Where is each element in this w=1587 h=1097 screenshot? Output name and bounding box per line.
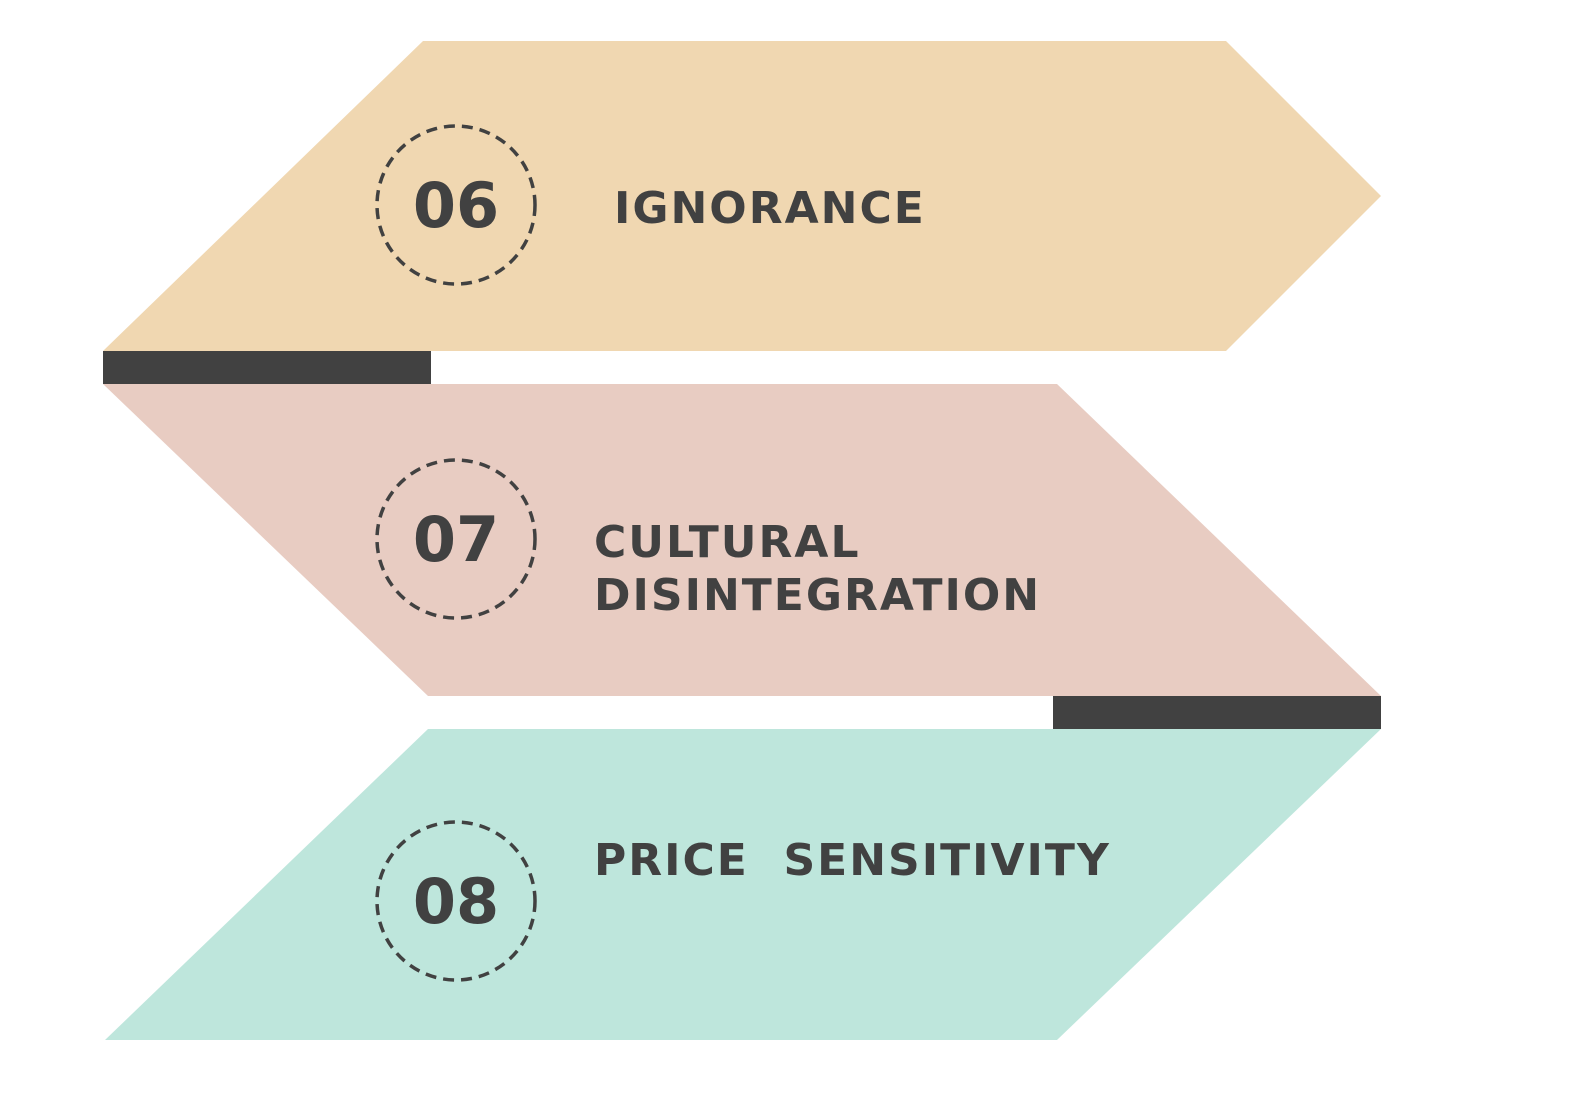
step-07-number: 07 [413,503,499,576]
step-06-number-ring [375,124,537,286]
step-07: 07 CULTURAL DISINTEGRATION [103,384,1381,696]
connector-right [1053,696,1381,729]
step-06-banner [103,41,1381,351]
step-06-number: 06 [413,169,499,242]
step-06-label: IGNORANCE [614,183,926,234]
step-08-number-ring [375,820,537,982]
step-07-label-line-2: DISINTEGRATION [594,570,1041,621]
step-08-number: 08 [413,865,499,938]
step-08-label: PRICE SENSITIVITY [594,835,1111,886]
step-08: 08 PRICE SENSITIVITY [105,729,1381,1040]
connector-left [103,351,431,384]
step-06: 06 IGNORANCE [103,41,1381,351]
step-08-banner [105,729,1381,1040]
step-07-banner [103,384,1381,696]
step-07-label-line-1: CULTURAL [594,517,861,568]
step-07-number-ring [375,458,537,620]
